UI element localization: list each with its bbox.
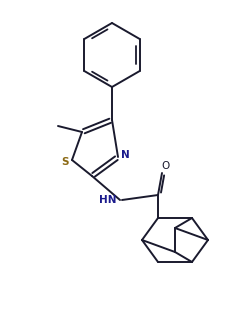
Text: HN: HN bbox=[99, 195, 116, 205]
Text: N: N bbox=[121, 150, 129, 160]
Text: S: S bbox=[61, 157, 69, 167]
Text: O: O bbox=[161, 161, 169, 171]
